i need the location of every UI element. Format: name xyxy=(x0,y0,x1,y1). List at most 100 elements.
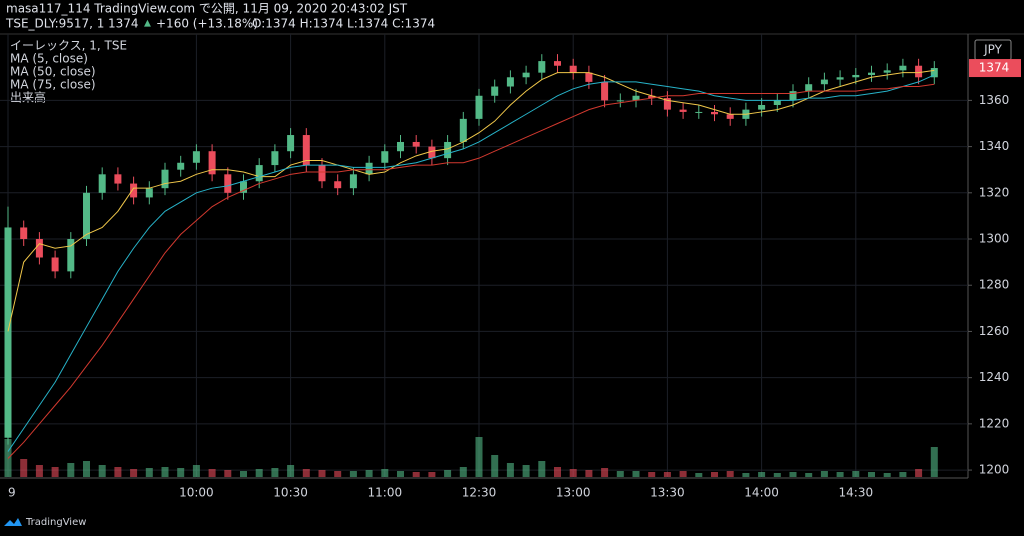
volume-bar xyxy=(930,447,938,477)
volume-bar xyxy=(726,471,734,477)
published-line: masa117_114 TradingView.com で公開, 11月 09,… xyxy=(6,2,408,16)
volume-bar xyxy=(585,470,593,477)
volume-bar xyxy=(240,471,247,477)
candle-body xyxy=(114,174,122,184)
candle-body xyxy=(208,151,216,175)
candle-body xyxy=(601,81,609,101)
candle-body xyxy=(773,100,781,106)
volume-bar xyxy=(742,473,750,477)
volume-bar xyxy=(412,472,420,477)
candle-body xyxy=(475,95,483,119)
volume-bar xyxy=(648,472,656,477)
volume-bar xyxy=(868,472,875,477)
symbol: TSE_DLY:9517, 1 xyxy=(5,17,104,31)
volume-bar xyxy=(98,465,106,477)
x-tick-label: 13:00 xyxy=(556,486,591,500)
volume-bar xyxy=(915,469,923,477)
candle-body xyxy=(412,141,420,147)
last-price-tag xyxy=(969,59,1021,78)
volume-bar xyxy=(145,468,153,477)
candle-body xyxy=(51,257,59,272)
volume-bar xyxy=(632,471,640,477)
y-tick-label: 1340 xyxy=(979,139,1010,153)
candle-body xyxy=(538,61,546,73)
volume-bar xyxy=(271,468,279,477)
x-tick-label: 11:00 xyxy=(368,486,403,500)
volume-bar xyxy=(522,465,530,477)
x-tick-label: 10:00 xyxy=(179,486,214,500)
candle-body xyxy=(365,162,373,175)
candle-body xyxy=(805,84,813,92)
candle-body xyxy=(506,77,514,87)
volume-bar xyxy=(20,459,28,477)
moving-average-line xyxy=(7,83,935,459)
y-tick-label: 1220 xyxy=(979,416,1010,430)
volume-bar xyxy=(83,461,90,477)
volume-bar xyxy=(428,472,436,477)
candle-body xyxy=(491,86,499,96)
candle-body xyxy=(349,174,357,189)
volume-bar xyxy=(711,472,718,477)
candle-body xyxy=(318,165,326,182)
candle-body xyxy=(161,169,169,189)
x-tick-label: 10:30 xyxy=(273,486,308,500)
candle-body xyxy=(444,141,452,159)
candle-body xyxy=(381,151,389,163)
candle-body xyxy=(145,188,153,198)
volume-bar xyxy=(899,472,907,477)
volume-bar xyxy=(192,465,200,477)
candle-body xyxy=(695,111,703,113)
candle-body xyxy=(789,91,797,101)
y-tick-label: 1300 xyxy=(979,232,1010,246)
y-tick-label: 1260 xyxy=(979,324,1010,338)
volume-bar xyxy=(287,465,295,477)
volume-bar xyxy=(616,471,624,477)
legend-ma5: MA (5, close) xyxy=(10,52,88,66)
candle-body xyxy=(663,98,671,110)
candle-body xyxy=(836,77,844,80)
candle-body xyxy=(820,79,828,85)
candle-body xyxy=(20,227,28,240)
volume-bar xyxy=(334,471,342,477)
volume-bar xyxy=(302,469,310,477)
volume-bar xyxy=(883,473,891,477)
volume-bar xyxy=(836,472,844,477)
candle-body xyxy=(522,72,530,78)
candle-body xyxy=(915,65,923,78)
y-tick-label: 1200 xyxy=(979,463,1010,477)
volume-bar xyxy=(35,465,43,477)
volume-bar xyxy=(349,471,357,477)
volume-bar xyxy=(789,472,797,477)
volume-bar xyxy=(569,469,577,477)
candle-body xyxy=(334,181,342,189)
volume-bar xyxy=(491,455,499,477)
up-arrow: ▲ xyxy=(144,19,151,29)
volume-bar xyxy=(695,473,703,477)
volume-bar xyxy=(365,470,373,477)
volume-bar xyxy=(601,468,609,477)
volume-bar xyxy=(130,469,138,477)
x-tick-label: 14:00 xyxy=(744,486,779,500)
candle-body xyxy=(883,70,891,73)
y-tick-label: 1280 xyxy=(979,278,1010,292)
candle-body xyxy=(428,146,436,159)
volume-bar xyxy=(444,470,452,477)
candle-body xyxy=(930,68,938,78)
candle-body xyxy=(240,181,247,193)
volume-bar xyxy=(397,471,404,477)
last-value: 1374 xyxy=(108,17,139,31)
volume-bar xyxy=(177,468,185,477)
volume-bar xyxy=(67,463,75,477)
candle-body xyxy=(35,239,43,258)
candle-body xyxy=(758,105,766,110)
volume-bar xyxy=(161,467,169,477)
moving-average-line xyxy=(7,69,935,332)
moving-average-line xyxy=(7,74,935,452)
legend-ma50: MA (50, close) xyxy=(10,65,96,79)
candle-body xyxy=(569,65,577,73)
x-tick-label: 14:30 xyxy=(839,486,874,500)
volume-bar xyxy=(773,473,781,477)
volume-bar xyxy=(381,469,389,477)
